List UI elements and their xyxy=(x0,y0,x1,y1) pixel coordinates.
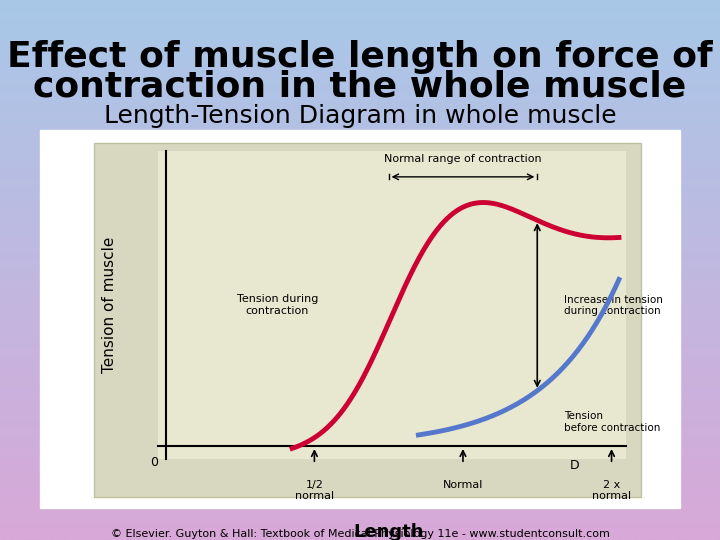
Text: Increase in tension
during contraction: Increase in tension during contraction xyxy=(564,295,663,316)
Text: © Elsevier. Guyton & Hall: Textbook of Medical Physiology 11e - www.studentconsu: © Elsevier. Guyton & Hall: Textbook of M… xyxy=(111,529,609,538)
Text: Tension during
contraction: Tension during contraction xyxy=(237,294,318,316)
Text: 2 x
normal: 2 x normal xyxy=(592,480,631,501)
Text: D: D xyxy=(570,459,579,472)
Text: Length: Length xyxy=(354,523,424,540)
Text: 1/2
normal: 1/2 normal xyxy=(294,480,334,501)
Text: Tension of muscle: Tension of muscle xyxy=(102,237,117,373)
Text: Normal range of contraction: Normal range of contraction xyxy=(384,154,541,164)
Text: Effect of muscle length on force of: Effect of muscle length on force of xyxy=(7,40,713,73)
Text: Tension
before contraction: Tension before contraction xyxy=(564,411,660,433)
Text: 0: 0 xyxy=(150,456,158,469)
Text: contraction in the whole muscle: contraction in the whole muscle xyxy=(33,70,687,103)
FancyBboxPatch shape xyxy=(94,143,641,497)
Text: Length-Tension Diagram in whole muscle: Length-Tension Diagram in whole muscle xyxy=(104,104,616,128)
FancyBboxPatch shape xyxy=(40,130,680,508)
Text: Normal: Normal xyxy=(443,480,483,490)
